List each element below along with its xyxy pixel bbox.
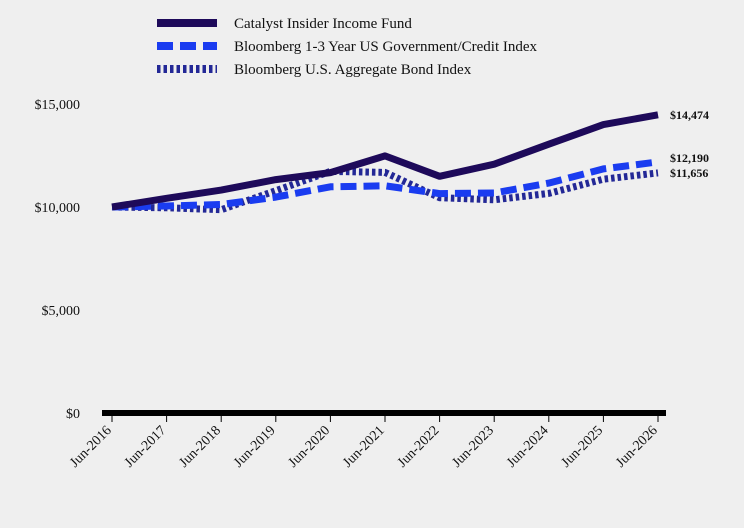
y-axis-ticks: $0 $5,000 $10,000 $15,000 [35, 98, 81, 422]
series-line [111, 167, 659, 214]
x-axis-ticks: Jun-2016 Jun-2017 Jun-2018 Jun-2019 Jun-2020… [67, 416, 661, 471]
legend-label: Bloomberg U.S. Aggregate Bond Index [234, 62, 472, 78]
y-tick-label: $5,000 [42, 304, 81, 319]
series-line [111, 111, 659, 211]
x-tick-label: Jun-2026 [613, 423, 660, 470]
series-line [111, 158, 659, 211]
end-value-label: $14,474 [670, 108, 709, 122]
legend: Catalyst Insider Income Fund Bloomberg 1-… [157, 16, 538, 78]
x-tick-label: Jun-2023 [450, 423, 497, 470]
end-value-label: $11,656 [670, 166, 708, 180]
x-tick-label: Jun-2020 [286, 423, 333, 470]
x-tick-label: Jun-2025 [559, 423, 606, 470]
end-value-label: $12,190 [670, 151, 709, 165]
y-tick-label: $10,000 [35, 201, 81, 216]
legend-label: Catalyst Insider Income Fund [234, 16, 412, 32]
x-tick-label: Jun-2018 [177, 423, 224, 470]
x-tick-label: Jun-2021 [340, 423, 387, 470]
x-tick-label: Jun-2022 [395, 423, 442, 470]
x-tick-label: Jun-2019 [231, 423, 278, 470]
x-tick-label: Jun-2016 [67, 423, 114, 470]
x-tick-label: Jun-2017 [122, 423, 169, 470]
end-labels: $14,474 $12,190$11,656 [670, 108, 709, 180]
legend-label: Bloomberg 1-3 Year US Government/Credit … [234, 39, 538, 55]
y-tick-label: $15,000 [35, 98, 81, 113]
y-tick-label: $0 [66, 407, 80, 422]
x-tick-label: Jun-2024 [504, 423, 551, 470]
series-layer [111, 111, 659, 214]
